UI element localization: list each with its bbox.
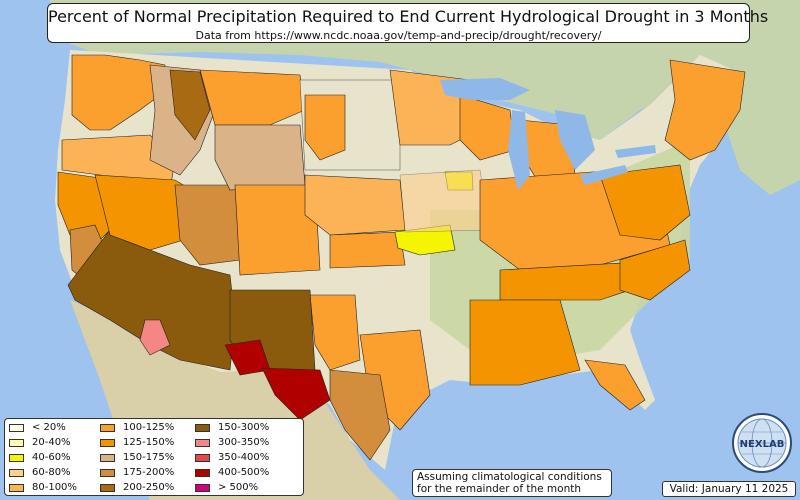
legend-item: 80-100% (9, 482, 77, 493)
assumption-note-line-2: for the remainder of the month (417, 483, 582, 495)
drought-region-wisconsin (459, 94, 516, 161)
drought-region-florida (584, 359, 646, 411)
lake-erie (580, 165, 628, 185)
legend-swatch (9, 483, 24, 492)
legend-swatch (100, 453, 115, 462)
drought-region-sw-pink (139, 319, 171, 356)
logo-text: NEXLAB (740, 439, 785, 450)
legend-label: 200-250% (123, 482, 175, 493)
legend-label: 175-200% (123, 467, 175, 478)
legend-item: > 500% (195, 482, 258, 493)
legend-label: 300-350% (218, 437, 270, 448)
legend-swatch (195, 423, 210, 432)
legend-swatch (195, 438, 210, 447)
legend-item: 100-125% (100, 422, 174, 433)
assumption-note-line-1: Assuming climatological conditions (417, 471, 602, 483)
legend-item: 400-500% (195, 467, 269, 478)
map-subtitle: Data from https://www.ncdc.noaa.gov/temp… (195, 29, 602, 42)
legend-item: 350-400% (195, 452, 269, 463)
map-title: Percent of Normal Precipitation Required… (48, 7, 769, 26)
assumption-note: Assuming climatological conditions for t… (412, 469, 612, 497)
drought-region-texas-red (261, 367, 331, 421)
drought-region-colorado (234, 184, 321, 276)
lake-michigan (508, 110, 530, 190)
drought-region-nebraska (304, 174, 406, 236)
globe-icon: NEXLAB (732, 413, 792, 473)
legend-label: 100-125% (123, 422, 175, 433)
legend-label: 350-400% (218, 452, 270, 463)
lake-superior (440, 78, 530, 100)
legend-label: 125-150% (123, 437, 175, 448)
legend-swatch (195, 468, 210, 477)
legend-item: 20-40% (9, 437, 71, 448)
drought-region-iowa (399, 169, 491, 233)
drought-region-carolina (619, 239, 691, 301)
legend-label: < 20% (32, 422, 66, 433)
legend-item: 175-200% (100, 467, 174, 478)
valid-date: Valid: January 11 2025 (662, 481, 796, 497)
legend-item: 200-250% (100, 482, 174, 493)
legend-label: 80-100% (32, 482, 77, 493)
legend-swatch (100, 468, 115, 477)
legend-swatch (195, 453, 210, 462)
legend-item: 60-80% (9, 467, 71, 478)
legend-swatch (9, 438, 24, 447)
legend-swatch (100, 483, 115, 492)
legend-item: 40-60% (9, 452, 71, 463)
drought-region-dakota-orange (304, 94, 346, 161)
title-panel: Percent of Normal Precipitation Required… (47, 3, 769, 43)
legend-swatch (9, 423, 24, 432)
drought-region-gulf (469, 299, 581, 386)
legend-item: 150-300% (195, 422, 269, 433)
drought-region-new-england (664, 59, 746, 161)
legend-item: 300-350% (195, 437, 269, 448)
lake-huron (555, 110, 595, 170)
legend-label: 150-300% (218, 422, 270, 433)
drought-region-oklahoma (309, 294, 361, 371)
legend-label: 400-500% (218, 467, 270, 478)
legend-swatch (100, 438, 115, 447)
legend-swatch (100, 423, 115, 432)
legend-label: 40-60% (32, 452, 71, 463)
legend: < 20% 20-40% 40-60% 60-80% 80-100% 100-125% 12… (4, 418, 304, 496)
drought-region-pnw (71, 54, 166, 131)
drought-region-wyoming (214, 124, 306, 191)
legend-swatch (9, 468, 24, 477)
drought-region-kansas (329, 231, 406, 269)
legend-item: 125-150% (100, 437, 174, 448)
drought-region-montana (199, 69, 306, 126)
legend-label: 20-40% (32, 437, 71, 448)
legend-label: > 500% (218, 482, 259, 493)
drought-region-appalachia (599, 164, 691, 241)
lake-ontario (615, 145, 656, 158)
legend-swatch (195, 483, 210, 492)
legend-swatch (9, 453, 24, 462)
drought-region-mt-brown (169, 69, 211, 141)
canada-landmass (50, 0, 800, 195)
legend-item: < 20% (9, 422, 66, 433)
legend-item: 150-175% (100, 452, 174, 463)
legend-label: 60-80% (32, 467, 71, 478)
legend-label: 150-175% (123, 452, 175, 463)
